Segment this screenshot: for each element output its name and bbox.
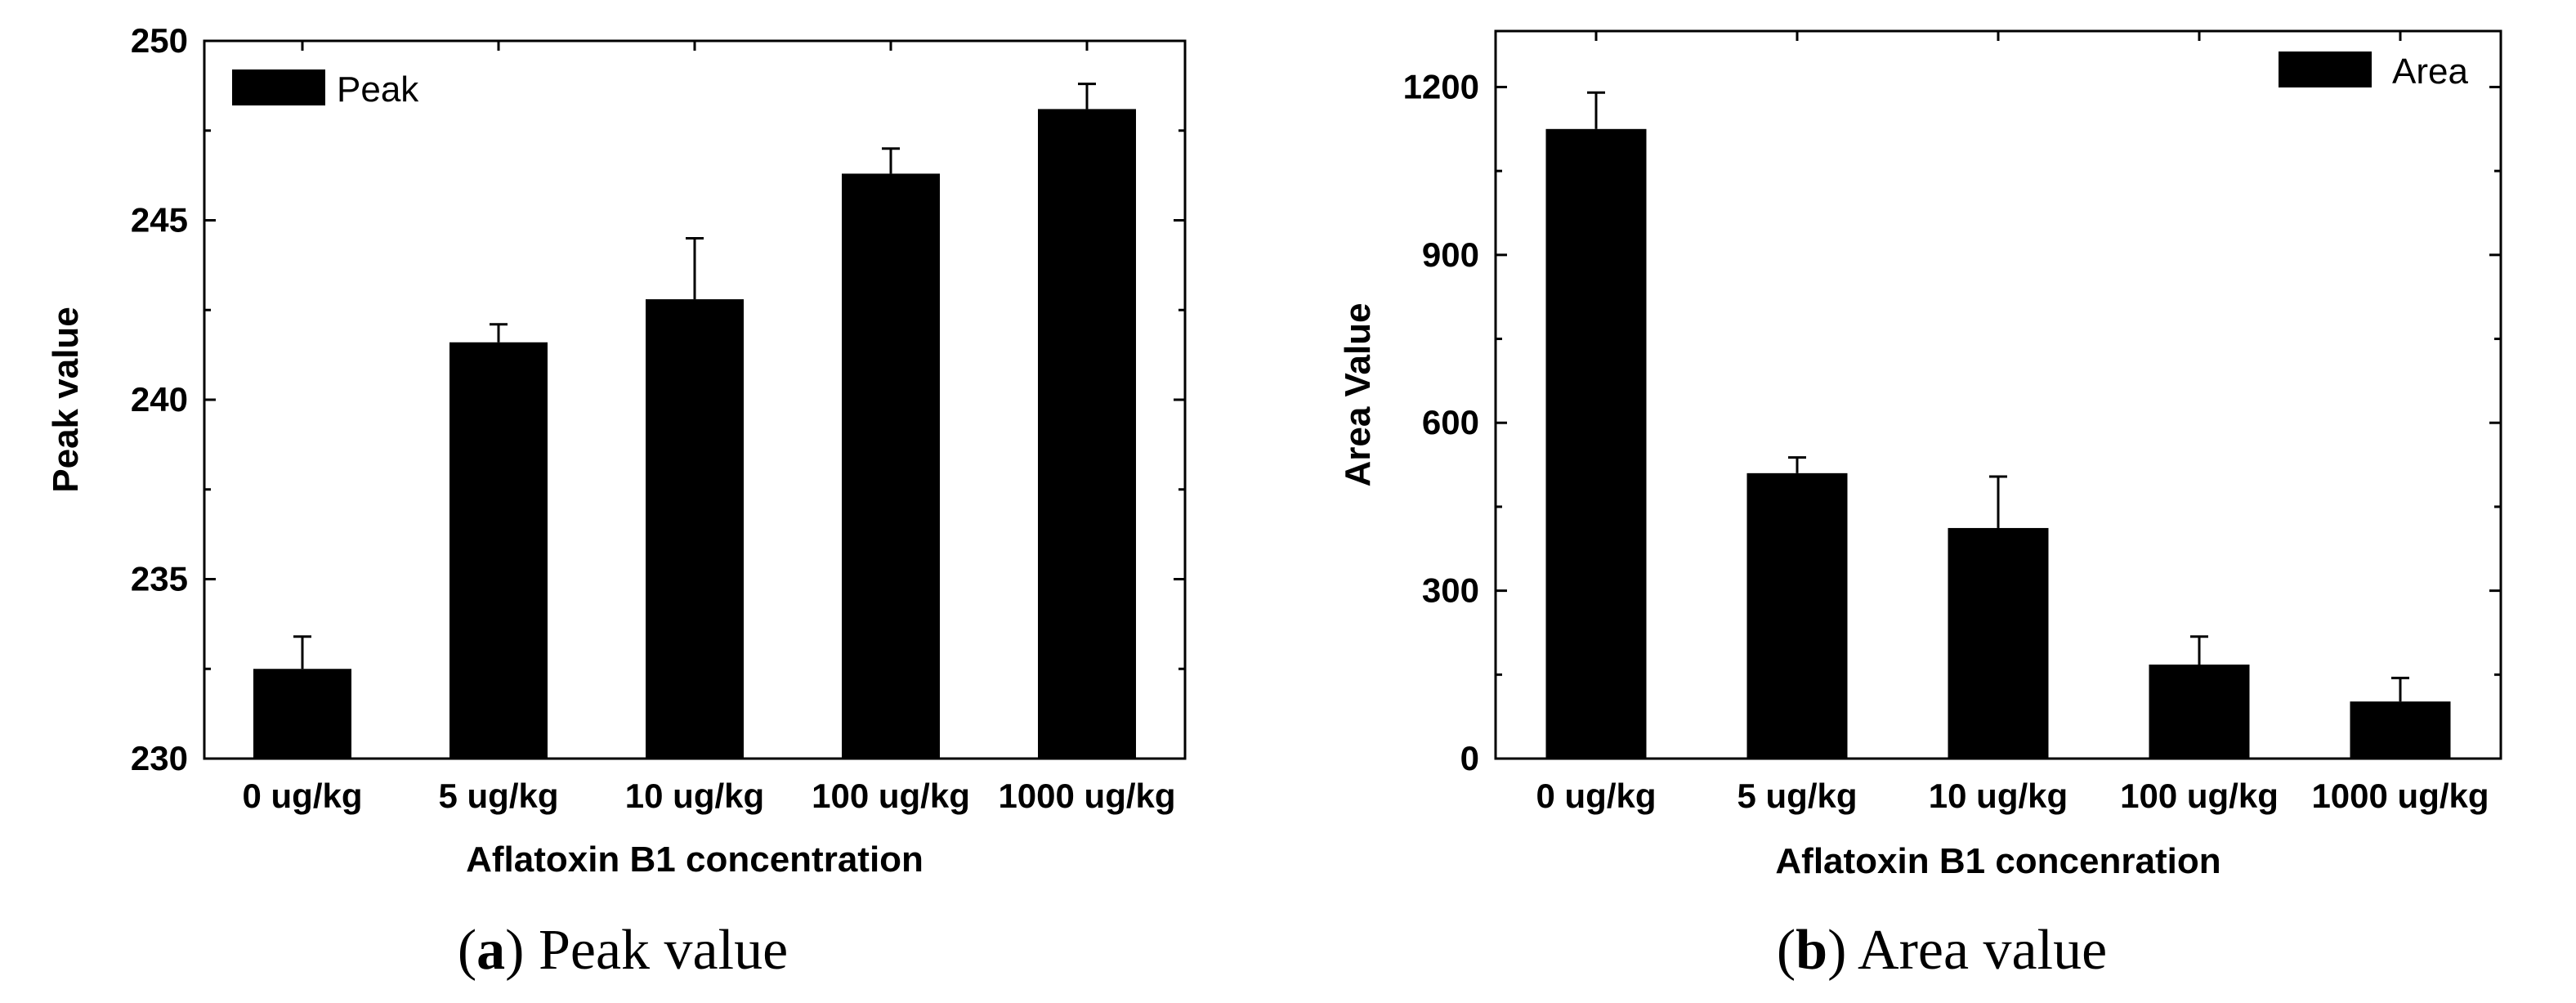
y-tick-label-a-1: 235 [131,560,188,598]
caption-a-letter: a [476,919,505,982]
caption-b: (b) Area value [1777,919,2107,982]
legend-label-a: Peak [337,69,419,110]
x-tick-label-b-0: 0 ug/kg [1536,777,1656,815]
x-tick-label-b-2: 10 ug/kg [1929,777,2068,815]
x-tick-label-a-1: 5 ug/kg [438,777,558,815]
x-axis-title-b: Aflatoxin B1 concenration [1775,841,2220,881]
chart-panel-b: 0 300 600 900 1200 0 ug/kg 5 ug/kg 10 ug/kg 100 … [1338,29,2502,881]
caption-a: (a) Peak value [458,919,788,982]
legend-a: Peak [232,69,419,110]
bar-a-1 [449,342,548,759]
bar-a-4 [1038,109,1136,759]
y-axis-title-b: Area Value [1338,302,1378,486]
x-tick-label-a-2: 10 ug/kg [625,777,764,815]
caption-b-letter: b [1796,919,1827,982]
y-tick-label-b-2: 600 [1422,403,1479,441]
x-tick-label-b-1: 5 ug/kg [1737,777,1857,815]
y-tick-label-b-4: 1200 [1403,67,1479,105]
x-tick-label-a-3: 100 ug/kg [812,777,970,815]
x-tick-label-a-0: 0 ug/kg [242,777,362,815]
bar-a-2 [646,299,744,759]
bar-b-1 [1746,472,1848,759]
y-tick-label-a-3: 245 [131,201,188,240]
y-tick-label-a-4: 250 [131,21,188,60]
x-tick-label-a-4: 1000 ug/kg [998,777,1175,815]
y-tick-label-a-0: 230 [131,739,188,777]
x-tick-label-b-4: 1000 ug/kg [2311,777,2489,815]
bar-b-3 [2149,664,2250,759]
legend-b: Area [2279,51,2469,92]
x-axis-title-a: Aflatoxin B1 concentration [466,840,924,880]
chart-panel-a: 230 235 240 245 250 0 ug/kg 5 ug/kg 10 ug/kg 100… [46,21,1187,880]
legend-swatch-a [232,69,325,105]
y-tick-label-b-3: 900 [1422,235,1479,274]
caption-a-text: Peak value [539,919,788,982]
bar-a-0 [253,669,351,759]
bar-b-0 [1545,128,1647,759]
y-tick-label-b-1: 300 [1422,571,1479,610]
caption-b-text: Area value [1858,919,2107,982]
x-tick-label-b-3: 100 ug/kg [2120,777,2279,815]
legend-label-b: Area [2392,51,2468,92]
bar-a-3 [842,173,940,759]
y-tick-label-b-0: 0 [1460,739,1479,777]
bar-b-2 [1948,527,2049,759]
y-axis-title-a: Peak value [46,307,86,493]
legend-swatch-b [2279,51,2372,87]
y-tick-label-a-2: 240 [131,380,188,419]
